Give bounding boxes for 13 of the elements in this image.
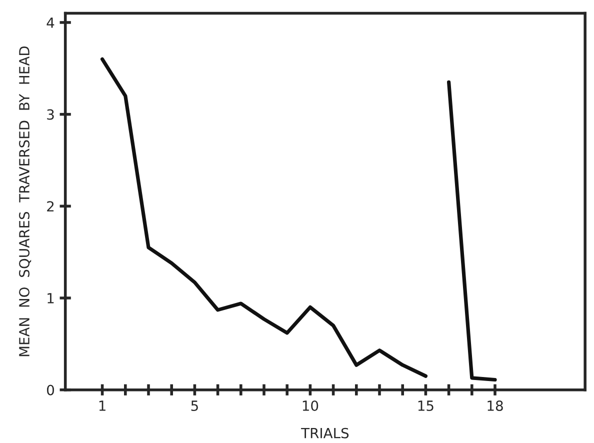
x-tick-label: 18 [488, 400, 503, 412]
y-tick-label: 3 [47, 109, 54, 120]
line-series [100, 57, 428, 378]
y-tick-label: 4 [46, 18, 54, 28]
y-tick-label: 0 [47, 384, 54, 396]
x-tick-label: 10 [302, 400, 318, 412]
y-axis-title: MEAN NO SQUARES TRAVERSED BY HEAD [19, 46, 32, 356]
x-tick-label: 15 [418, 400, 434, 412]
y-tick-label: 1 [48, 293, 54, 304]
x-tick-label: 1 [99, 400, 106, 411]
x-tick-label: 5 [191, 400, 198, 412]
y-tick-label: 2 [47, 201, 54, 212]
x-axis-title: TRIALS [301, 428, 349, 438]
